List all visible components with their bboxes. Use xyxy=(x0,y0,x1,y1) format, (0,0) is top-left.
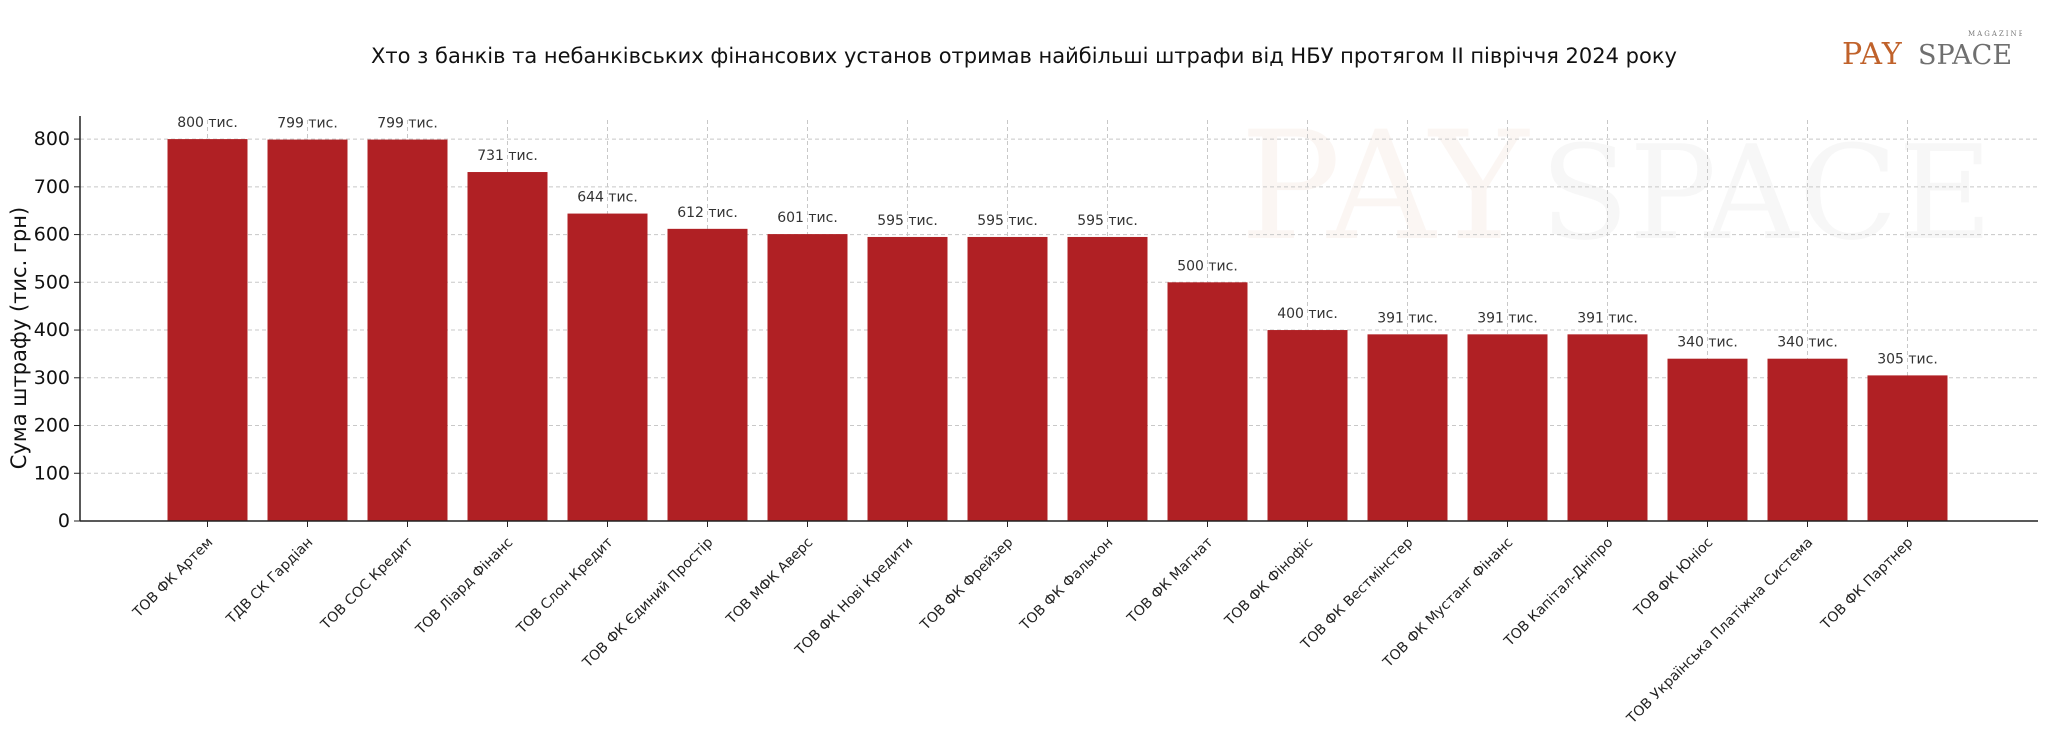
chart-title: Хто з банків та небанківських фінансових… xyxy=(371,44,1677,68)
watermark-space-text: SPACE xyxy=(1540,117,1993,269)
bar-value-label: 595 тис. xyxy=(977,213,1038,229)
value-labels: 800 тис. 799 тис. 799 тис. 731 тис. 644 тис.… xyxy=(177,115,1938,367)
bar-value-label: 340 тис. xyxy=(1777,335,1838,351)
y-tick-label: 0 xyxy=(58,510,70,532)
bar-value-label: 400 тис. xyxy=(1277,306,1338,322)
x-tick-label: ТОВ ФК Магнат xyxy=(1124,535,1217,628)
x-tick-label: ТОВ ФК Юніос xyxy=(1630,535,1716,621)
y-tick-label: 100 xyxy=(34,462,70,484)
y-tick-label: 500 xyxy=(34,271,70,293)
bar xyxy=(267,139,348,521)
x-tick-label: ТОВ ФК Вестмінстер xyxy=(1297,534,1416,653)
bar-value-label: 391 тис. xyxy=(1477,310,1538,326)
y-tick-label: 200 xyxy=(34,415,70,437)
x-tick-label: ТОВ Слон Кредит xyxy=(513,535,616,638)
bar-value-label: 799 тис. xyxy=(277,116,338,132)
x-tick-label: ТОВ СОС Кредит xyxy=(317,535,416,634)
bar xyxy=(1267,330,1348,521)
x-tick-label: ТДВ СК Гардіан xyxy=(223,535,316,628)
logo-pay-text: PAY xyxy=(1842,37,1903,72)
x-tick-label: ТОВ ФК Нові Кредити xyxy=(792,535,917,660)
bar xyxy=(667,228,748,522)
bar xyxy=(1567,334,1648,521)
bar-value-label: 644 тис. xyxy=(577,190,638,206)
bar xyxy=(567,213,648,522)
bar-value-label: 305 тис. xyxy=(1877,351,1938,367)
bar-value-label: 391 тис. xyxy=(1577,310,1638,326)
bars xyxy=(167,139,1948,522)
bar-value-label: 391 тис. xyxy=(1377,310,1438,326)
bar-value-label: 601 тис. xyxy=(777,210,838,226)
bar-value-label: 500 тис. xyxy=(1177,258,1238,274)
logo-small-text: MAGAZINE xyxy=(1968,30,2022,38)
y-tick-label: 300 xyxy=(34,367,70,389)
bar xyxy=(467,172,548,521)
logo-space-text: SPACE xyxy=(1918,40,2012,71)
payspace-logo: MAGAZINE PAY SPACE xyxy=(1842,30,2022,72)
bar-value-label: 800 тис. xyxy=(177,115,238,131)
y-tick-label: 400 xyxy=(34,319,70,341)
bar-value-label: 612 тис. xyxy=(677,205,738,221)
x-tick-label: ТОВ ФК Артем xyxy=(129,535,216,622)
bar xyxy=(167,139,248,521)
bar xyxy=(1667,358,1748,521)
bar xyxy=(1167,282,1248,521)
y-tick-label: 700 xyxy=(34,176,70,198)
bar xyxy=(367,139,448,521)
x-tick-label: ТОВ Ліард Фінанс xyxy=(412,535,516,639)
payspace-watermark: PAY SPACE xyxy=(1240,100,1993,274)
bar xyxy=(1467,334,1548,521)
bar-value-label: 731 тис. xyxy=(477,148,538,164)
x-tick-label: ТОВ ФК Фалькон xyxy=(1017,535,1117,635)
bar-value-label: 595 тис. xyxy=(877,213,938,229)
x-tick-label: ТОВ Капітал-Дніпро xyxy=(1501,535,1617,651)
bar-value-label: 799 тис. xyxy=(377,116,438,132)
y-axis-label: Сума штрафу (тис. грн) xyxy=(7,207,31,469)
y-tick-label: 600 xyxy=(34,224,70,246)
bar xyxy=(967,236,1048,522)
bar xyxy=(867,236,948,522)
bar-value-label: 340 тис. xyxy=(1677,335,1738,351)
bar-value-label: 595 тис. xyxy=(1077,213,1138,229)
bar xyxy=(1867,375,1948,521)
bar xyxy=(1767,358,1848,521)
x-tick-label: ТОВ Українська Платіжна Система xyxy=(1623,535,1816,728)
x-tick-label: ТОВ ФК Фінофіс xyxy=(1221,535,1316,630)
bar xyxy=(1367,334,1448,521)
bar xyxy=(1067,236,1148,522)
bar xyxy=(767,234,848,521)
y-tick-label: 800 xyxy=(34,128,70,150)
x-tick-label: ТОВ МФК Аверс xyxy=(723,535,816,628)
x-tick-label: ТОВ ФК Партнер xyxy=(1817,534,1916,633)
x-tick-label: ТОВ ФК Фрейзер xyxy=(917,534,1017,634)
